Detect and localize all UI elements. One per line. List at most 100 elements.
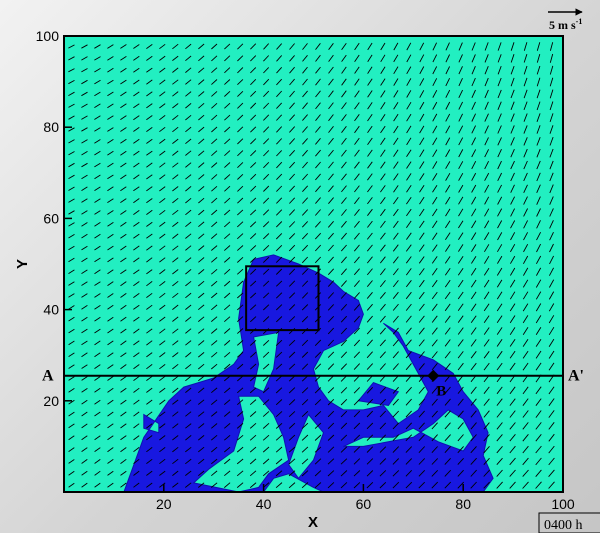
vector-arrow	[328, 185, 334, 193]
vector-arrow	[483, 446, 490, 454]
vector-arrow	[393, 42, 399, 51]
vector-arrow	[406, 137, 412, 146]
vector-arrow	[379, 232, 386, 240]
vector-arrow	[406, 42, 412, 51]
vector-arrow	[327, 470, 335, 477]
vector-arrow	[366, 351, 373, 359]
vector-arrow	[431, 386, 438, 394]
vector-arrow	[159, 245, 166, 251]
vector-arrow	[457, 457, 464, 465]
vector-arrow	[133, 435, 140, 441]
vector-arrow	[393, 137, 399, 146]
vector-arrow	[81, 257, 88, 263]
vector-arrow	[379, 422, 387, 430]
vector-arrow	[120, 245, 127, 251]
vector-arrow	[457, 351, 464, 359]
vector-arrow	[236, 328, 244, 334]
vector-arrow	[249, 351, 257, 358]
vector-arrow	[471, 125, 477, 134]
vector-arrow	[211, 162, 218, 168]
vector-arrow	[250, 126, 257, 133]
vector-arrow	[354, 185, 360, 193]
vector-arrow	[120, 316, 127, 322]
vector-arrow	[133, 447, 140, 453]
vector-arrow	[107, 482, 114, 488]
vector-arrow	[263, 90, 270, 98]
vector-arrow	[224, 67, 231, 74]
vector-arrow	[224, 351, 231, 358]
vector-arrow	[289, 161, 296, 169]
vector-arrow	[224, 126, 231, 133]
vector-arrow	[367, 90, 373, 98]
vector-arrow	[289, 90, 295, 98]
vector-arrow	[497, 149, 502, 158]
vector-arrow	[444, 303, 451, 312]
vector-arrow	[275, 422, 283, 429]
vector-arrow	[393, 90, 399, 98]
vector-arrow	[107, 210, 114, 215]
vector-arrow	[68, 340, 75, 346]
vector-arrow	[484, 184, 490, 193]
vector-arrow	[497, 42, 502, 51]
vector-arrow	[536, 160, 541, 170]
vector-arrow	[172, 375, 179, 382]
vector-arrow	[275, 434, 283, 441]
vector-arrow	[198, 340, 205, 346]
vector-arrow	[133, 304, 140, 310]
vector-arrow	[470, 398, 477, 406]
vector-arrow	[509, 410, 516, 418]
vector-arrow	[224, 292, 231, 299]
vector-arrow	[496, 422, 503, 430]
vector-arrow	[224, 280, 231, 287]
vector-arrow	[237, 126, 244, 133]
vector-arrow	[120, 293, 127, 298]
vector-arrow	[159, 126, 166, 133]
vector-arrow	[275, 387, 283, 394]
vector-arrow	[327, 304, 335, 311]
vector-arrow	[367, 161, 373, 169]
time-stamp: 0400 h	[538, 512, 600, 533]
vector-arrow	[288, 221, 296, 228]
vector-arrow	[522, 434, 529, 442]
vector-arrow	[341, 90, 347, 98]
vector-arrow	[68, 162, 75, 168]
vector-arrow	[120, 150, 127, 156]
x-tick-label: 60	[356, 496, 372, 512]
vector-arrow	[275, 233, 283, 240]
vector-arrow	[224, 257, 231, 263]
vector-arrow	[510, 208, 516, 217]
vector-arrow	[276, 78, 283, 86]
vector-arrow	[510, 42, 515, 51]
vector-arrow	[366, 280, 373, 287]
vector-arrow	[379, 363, 386, 370]
vector-arrow	[510, 243, 516, 253]
vector-arrow	[535, 303, 542, 312]
vector-arrow	[275, 446, 283, 453]
vector-arrow	[133, 281, 140, 287]
vector-arrow	[159, 364, 166, 370]
vector-arrow	[484, 160, 490, 170]
vector-arrow	[237, 90, 244, 97]
vector-arrow	[379, 315, 386, 323]
vector-arrow	[249, 339, 257, 346]
vector-arrow	[496, 291, 503, 300]
vector-arrow	[354, 102, 360, 110]
vector-arrow	[262, 304, 270, 311]
vector-arrow	[549, 42, 554, 51]
vector-arrow	[263, 173, 270, 181]
vector-arrow	[275, 221, 283, 228]
vector-arrow	[185, 209, 192, 216]
vector-arrow	[288, 304, 296, 311]
vector-arrow	[146, 138, 153, 144]
vector-arrow	[275, 268, 283, 275]
vector-arrow	[262, 316, 270, 323]
vector-arrow	[133, 293, 140, 298]
vector-arrow	[393, 185, 399, 193]
vector-arrow	[366, 268, 373, 276]
vector-arrow	[445, 244, 451, 252]
vector-arrow	[444, 469, 452, 477]
vector-arrow	[457, 256, 464, 264]
vector-arrow	[120, 458, 127, 464]
vector-arrow	[444, 351, 451, 359]
vector-arrow	[94, 44, 101, 49]
